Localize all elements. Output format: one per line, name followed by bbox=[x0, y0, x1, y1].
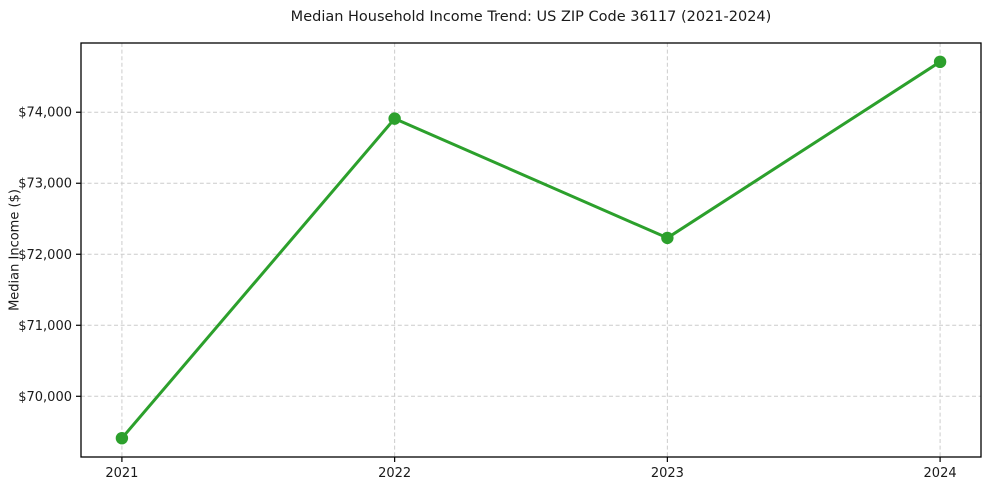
plot-border bbox=[80, 42, 982, 458]
y-tick-label: $71,000 bbox=[18, 319, 72, 334]
data-point-2022 bbox=[388, 112, 401, 125]
data-point-2021 bbox=[115, 431, 129, 445]
y-axis-label: Median Income ($) bbox=[7, 189, 23, 311]
x-tick-label: 2022 bbox=[378, 466, 411, 481]
y-tick-label: $70,000 bbox=[18, 390, 72, 405]
chart-title: Median Household Income Trend: US ZIP Co… bbox=[290, 9, 772, 25]
x-tick-label: 2024 bbox=[924, 466, 957, 481]
x-tick-label: 2023 bbox=[651, 466, 684, 481]
trend-line bbox=[120, 60, 942, 440]
y-tick-label: $73,000 bbox=[18, 177, 72, 192]
x-tick-label: 2021 bbox=[105, 466, 138, 481]
y-tick-label: $72,000 bbox=[18, 248, 72, 263]
y-tick-label: $74,000 bbox=[18, 106, 72, 121]
data-point-2023 bbox=[661, 231, 674, 245]
data-point-2024 bbox=[933, 55, 947, 69]
